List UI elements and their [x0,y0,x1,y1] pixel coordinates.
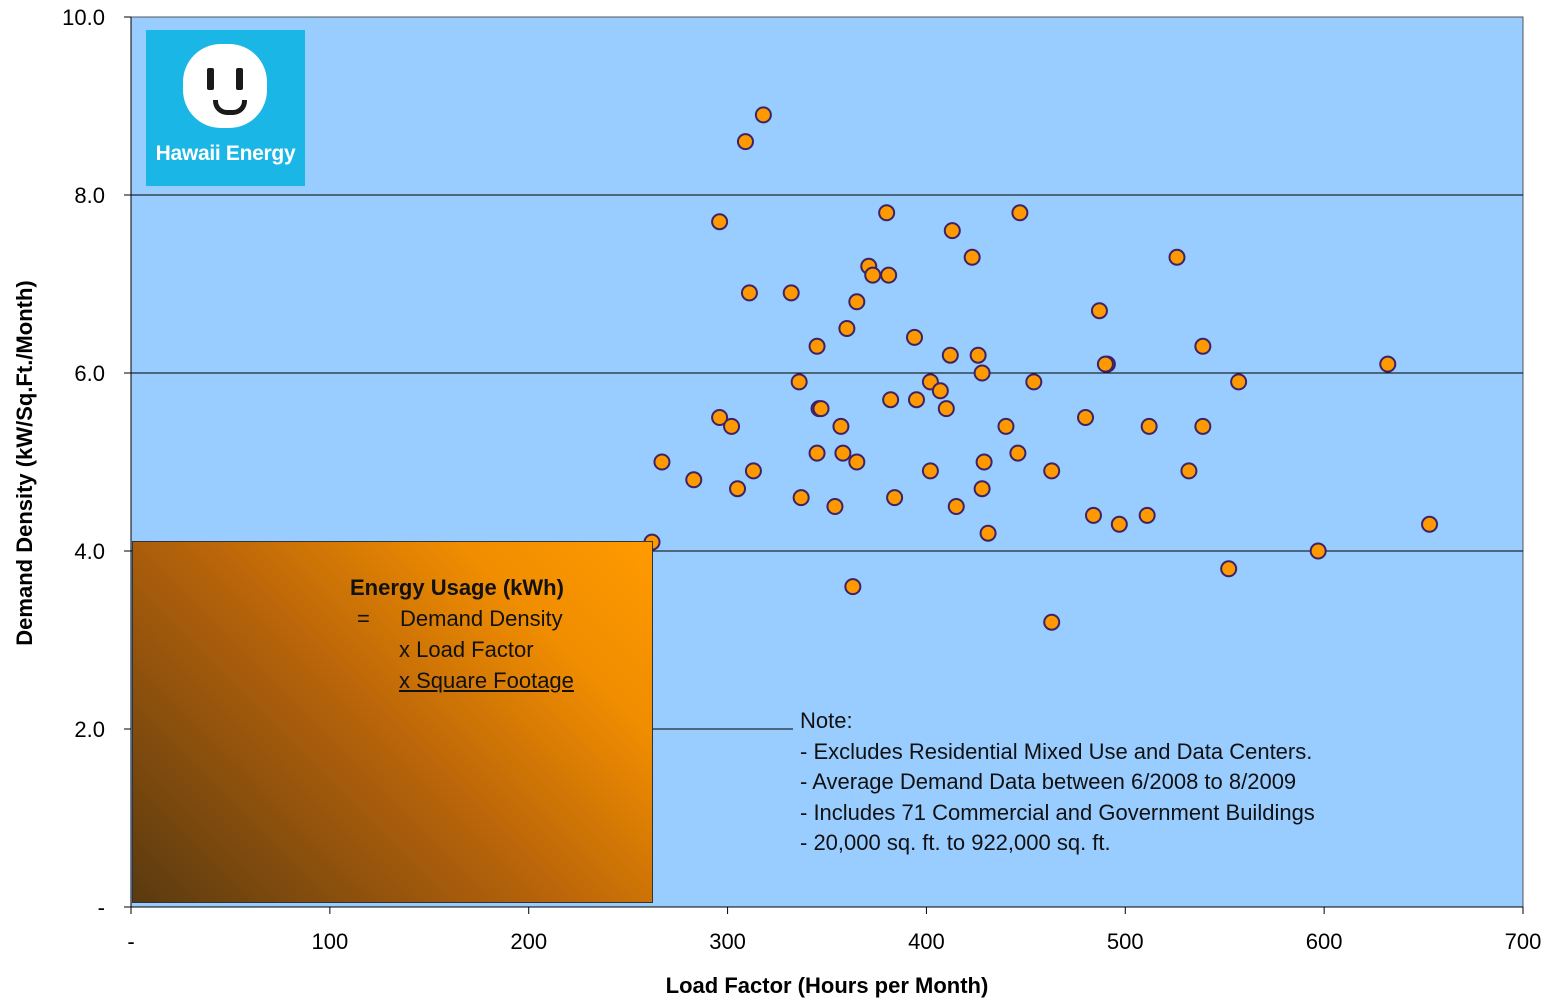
data-point [878,204,896,222]
x-tick-label: - [127,929,134,954]
data-point [1379,355,1397,373]
data-point [931,382,949,400]
formula-title: Energy Usage (kWh) [350,575,564,600]
data-point [973,480,991,498]
data-point [711,213,729,231]
data-point [973,364,991,382]
x-tick-label: 300 [709,929,746,954]
data-point [808,444,826,462]
x-tick-label: 700 [1505,929,1542,954]
data-point [963,248,981,266]
data-point [723,417,741,435]
data-point [826,498,844,515]
data-point [744,462,762,480]
data-point [880,266,898,284]
data-point [848,453,866,471]
data-point [1230,373,1248,391]
data-point [1077,409,1095,426]
data-point [1168,248,1186,266]
hawaii-energy-logo: Hawaii Energy [146,30,305,186]
data-point [905,328,923,346]
data-point [997,417,1015,435]
data-point [907,391,925,409]
data-point [864,266,882,284]
y-tick-label: 4.0 [74,539,105,564]
data-point [975,453,993,471]
data-point [812,400,830,418]
data-point [1194,337,1212,355]
y-tick-label: 10.0 [62,5,105,30]
x-tick-label: 500 [1107,929,1144,954]
note-item: - Includes 71 Commercial and Government … [800,799,1315,825]
formula-demand-density: Demand Density [400,606,563,631]
data-point [1096,355,1114,373]
data-point [729,480,747,498]
data-point [838,320,856,337]
y-axis-title: Demand Density (kW/Sq.Ft./Month) [12,280,37,645]
data-point [754,106,772,124]
data-point [943,222,961,240]
data-point [844,578,862,596]
y-tick-label: 2.0 [74,717,105,742]
logo-brand-text: Hawaii Energy [155,142,296,165]
data-point [1043,462,1061,480]
x-tick-label: 100 [311,929,348,954]
data-point [834,444,852,462]
data-point [1011,204,1029,222]
data-point [736,133,754,151]
data-point [941,346,959,364]
data-point [740,284,758,302]
data-point [685,471,703,489]
data-point [979,524,997,542]
data-point [832,417,850,435]
y-tick-label: 6.0 [74,361,105,386]
data-point [1043,613,1061,631]
data-point [1090,302,1108,320]
data-point [1309,542,1327,560]
note-item: - 20,000 sq. ft. to 922,000 sq. ft. [800,830,1111,855]
y-tick-label: 8.0 [74,183,105,208]
data-point [808,337,826,355]
data-point [1110,515,1128,533]
data-point [1084,506,1102,524]
data-point [1421,515,1439,533]
smiling-outlet-icon [183,44,267,128]
data-point [1180,462,1198,480]
x-tick-label: 400 [908,929,945,954]
x-axis-title: Load Factor (Hours per Month) [666,973,989,998]
formula-load-factor: x Load Factor [399,637,534,662]
x-tick-label: 200 [510,929,547,954]
formula-square-footage: x Square Footage [399,668,574,693]
data-point [921,462,939,480]
data-point [1025,373,1043,391]
data-point [790,373,808,391]
data-point [937,400,955,418]
data-point [848,293,866,311]
data-point [1220,560,1238,578]
x-tick-label: 600 [1306,929,1343,954]
data-point [969,346,987,364]
data-point [1194,417,1212,435]
data-point [1009,444,1027,462]
note-heading: Note: [800,708,853,733]
data-point [1138,506,1156,524]
energy-usage-formula-box: Energy Usage (kWh) = Demand Density x Lo… [132,541,653,903]
data-point [882,391,900,409]
data-point [653,453,671,471]
data-point [711,409,729,426]
chart-note: Note: - Excludes Residential Mixed Use a… [800,706,1315,859]
data-point [886,489,904,507]
data-point [792,489,810,507]
data-point [1140,417,1158,435]
y-tick-label: - [98,895,105,920]
data-point [947,498,965,515]
note-item: - Excludes Residential Mixed Use and Dat… [800,738,1313,764]
data-point [782,284,800,302]
formula-equals: = [357,606,370,631]
note-item: - Average Demand Data between 6/2008 to … [800,769,1297,794]
